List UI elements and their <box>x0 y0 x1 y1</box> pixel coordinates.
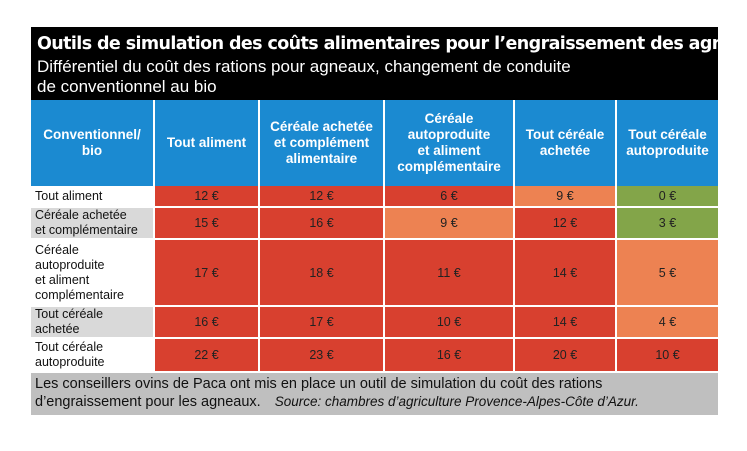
row-label: Tout céréale autoproduite <box>31 338 155 373</box>
cost-cell: 22 € <box>154 338 260 373</box>
table-row: Tout céréale achetée 16 €17 €10 €14 €4 € <box>31 306 718 339</box>
column-header-line: autoproduite <box>626 143 709 158</box>
column-header-line: Tout céréale <box>525 127 605 142</box>
cost-cell: 12 € <box>514 207 617 240</box>
column-header: Tout céréale autoproduite <box>616 100 718 186</box>
cost-cell: 18 € <box>259 239 385 307</box>
column-header: Tout céréale achetée <box>514 100 617 186</box>
row-label: Céréale autoproduite et aliment complémenta… <box>31 239 155 307</box>
caption-line-2-text: d’engraissement pour les agneaux. <box>35 394 261 410</box>
row-label-line: Tout aliment <box>35 188 103 203</box>
column-header-line: Céréale <box>424 111 474 126</box>
column-header: Céréale achetée et complément alimentaire <box>259 100 385 186</box>
table-row: Céréale achetée et complémentaire 15 €16 €… <box>31 207 718 240</box>
column-header-line: alimentaire <box>285 151 358 166</box>
row-label-line: et aliment <box>35 272 90 287</box>
table-row: Céréale autoproduite et aliment complémenta… <box>31 239 718 307</box>
column-header: Céréale autoproduite et aliment complémenta… <box>384 100 515 186</box>
cost-cell: 16 € <box>154 306 260 339</box>
infographic-frame: Outils de simulation des coûts alimentai… <box>31 27 747 415</box>
table-row: Tout aliment 12 €12 €6 €9 €0 € <box>31 186 718 208</box>
cost-cell: 15 € <box>154 207 260 240</box>
cost-cell: 3 € <box>616 207 718 240</box>
column-header-line: et aliment <box>417 143 481 158</box>
footer-caption: Les conseillers ovins de Paca ont mis en… <box>31 373 718 415</box>
cost-cell: 17 € <box>154 239 260 307</box>
row-label: Tout céréale achetée <box>31 306 155 339</box>
cost-cell: 10 € <box>384 306 515 339</box>
cost-cell: 12 € <box>154 186 260 208</box>
column-header-line: achetée <box>539 143 591 158</box>
cost-cell: 9 € <box>514 186 617 208</box>
table-body: Tout aliment 12 €12 €6 €9 €0 € Céréale ach… <box>31 186 718 373</box>
cost-cell: 0 € <box>616 186 718 208</box>
subtitle-line-2: de conventionnel au bio <box>37 77 217 96</box>
subtitle: Différentiel du coût des rations pour ag… <box>37 57 712 97</box>
row-label: Tout aliment <box>31 186 155 208</box>
cost-cell: 16 € <box>384 338 515 373</box>
cost-table: Conventionnel/bio Tout aliment Céréale ach… <box>31 100 718 373</box>
column-header: Tout aliment <box>154 100 260 186</box>
cost-cell: 14 € <box>514 306 617 339</box>
header-banner: Outils de simulation des coûts alimentai… <box>31 27 747 100</box>
source-credit: Source: chambres d’agriculture Provence-… <box>274 394 639 409</box>
corner-header: Conventionnel/bio <box>31 100 155 186</box>
table-header-row: Conventionnel/bio Tout aliment Céréale ach… <box>31 100 718 186</box>
table-row: Tout céréale autoproduite 22 €23 €16 €20 … <box>31 338 718 373</box>
cost-cell: 20 € <box>514 338 617 373</box>
row-label-line: et complémentaire <box>35 223 138 237</box>
row-label: Céréale achetée et complémentaire <box>31 207 155 240</box>
column-header-line: Tout céréale <box>628 127 707 142</box>
column-header-line: et complément <box>273 135 370 150</box>
row-label-line: complémentaire <box>35 287 124 302</box>
cost-cell: 6 € <box>384 186 515 208</box>
corner-header-line: Conventionnel/ <box>43 127 141 142</box>
cost-cell: 9 € <box>384 207 515 240</box>
page-title: Outils de simulation des coûts alimentai… <box>37 34 747 54</box>
row-label-line: Tout céréale <box>35 307 104 321</box>
cost-cell: 14 € <box>514 239 617 307</box>
row-label-line: Tout céréale <box>35 340 104 354</box>
row-label-line: achetée <box>35 322 80 336</box>
caption-line-2: d’engraissement pour les agneaux. Source:… <box>35 393 714 411</box>
caption-line-1: Les conseillers ovins de Paca ont mis en… <box>35 376 603 392</box>
column-header-line: autoproduite <box>407 127 491 142</box>
cost-cell: 5 € <box>616 239 718 307</box>
cost-cell: 23 € <box>259 338 385 373</box>
row-label-line: autoproduite <box>35 257 105 272</box>
row-label-line: autoproduite <box>35 355 105 369</box>
row-label-line: Céréale <box>35 242 79 257</box>
corner-header-line: bio <box>81 143 103 158</box>
cost-cell: 11 € <box>384 239 515 307</box>
column-header-line: complémentaire <box>397 159 501 174</box>
cost-cell: 4 € <box>616 306 718 339</box>
column-header-line: Céréale achetée <box>270 119 373 134</box>
row-label-line: Céréale achetée <box>35 208 127 222</box>
subtitle-line-1: Différentiel du coût des rations pour ag… <box>37 57 571 76</box>
cost-cell: 16 € <box>259 207 385 240</box>
cost-cell: 10 € <box>616 338 718 373</box>
cost-cell: 12 € <box>259 186 385 208</box>
column-header-line: Tout aliment <box>166 135 247 150</box>
cost-cell: 17 € <box>259 306 385 339</box>
